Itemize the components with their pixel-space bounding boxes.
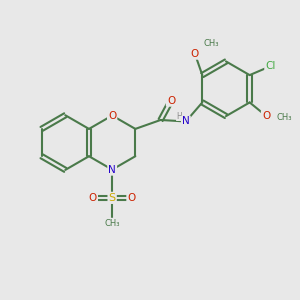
Text: S: S [109,193,116,203]
Text: CH₃: CH₃ [203,39,219,48]
Text: CH₃: CH₃ [276,113,292,122]
Text: O: O [128,193,136,203]
Text: N: N [108,165,116,175]
Text: H: H [176,112,182,121]
Text: N: N [182,116,190,127]
Text: Cl: Cl [265,61,276,71]
Text: O: O [191,49,199,59]
Text: CH₃: CH₃ [104,219,120,228]
Text: O: O [89,193,97,203]
Text: O: O [167,96,175,106]
Text: O: O [262,111,270,121]
Text: O: O [108,110,116,121]
